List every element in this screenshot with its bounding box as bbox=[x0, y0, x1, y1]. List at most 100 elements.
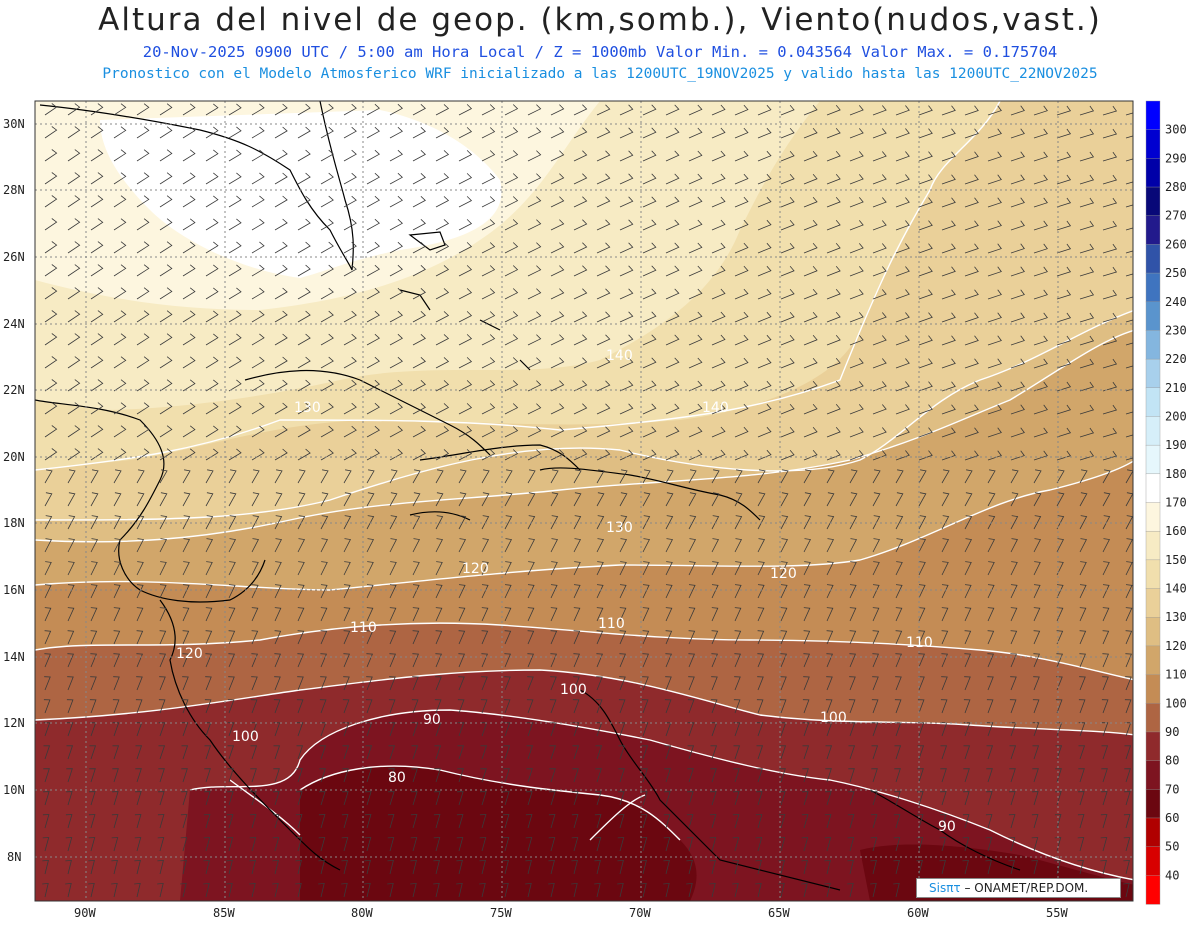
wind-barb bbox=[619, 357, 634, 369]
wind-barb bbox=[1031, 859, 1038, 875]
wind-barb bbox=[618, 768, 625, 783]
wind-barb bbox=[734, 196, 749, 208]
wind-barb bbox=[319, 791, 326, 806]
wind-barb bbox=[320, 538, 329, 553]
wind-barb bbox=[251, 561, 259, 576]
wind-barb bbox=[295, 837, 303, 852]
wind-barb bbox=[688, 334, 703, 346]
wind-barb bbox=[159, 103, 173, 116]
wind-barb bbox=[941, 404, 956, 415]
wind-barb bbox=[665, 311, 680, 323]
wind-barb bbox=[42, 859, 49, 875]
wind-barb bbox=[686, 859, 693, 875]
wind-barb bbox=[228, 402, 242, 415]
wind-barb bbox=[826, 561, 834, 576]
wind-barb bbox=[319, 768, 326, 783]
wind-barb bbox=[1010, 630, 1018, 645]
wind-barb bbox=[366, 333, 380, 346]
wind-barb bbox=[734, 469, 743, 484]
wind-barb bbox=[663, 859, 670, 875]
wind-barb bbox=[964, 538, 973, 553]
wind-barb bbox=[44, 538, 53, 553]
wind-barb bbox=[297, 287, 311, 300]
wind-barb bbox=[849, 105, 864, 116]
wind-barb bbox=[182, 402, 196, 415]
wind-barb bbox=[802, 768, 809, 783]
wind-barb bbox=[389, 195, 403, 208]
lat-label: 30N bbox=[3, 117, 25, 131]
wind-barb bbox=[872, 561, 880, 576]
wind-barb bbox=[872, 266, 887, 277]
wind-barb bbox=[894, 791, 901, 806]
wind-barb bbox=[364, 837, 372, 852]
credit-box: Sisπτ – ONAMET/REP.DOM. bbox=[916, 878, 1121, 898]
wind-barb bbox=[573, 426, 588, 438]
wind-barb bbox=[987, 492, 996, 507]
wind-barb bbox=[113, 333, 127, 346]
wind-barb bbox=[113, 264, 127, 277]
wind-barb bbox=[410, 814, 418, 829]
wind-barb bbox=[205, 103, 219, 116]
wind-barb bbox=[641, 791, 648, 806]
wind-barb bbox=[296, 791, 303, 806]
wind-barb bbox=[502, 882, 509, 898]
wind-barb bbox=[88, 837, 96, 852]
wind-barb bbox=[366, 287, 380, 300]
wind-barb bbox=[895, 220, 910, 231]
wind-barb bbox=[182, 333, 196, 346]
wind-barb bbox=[848, 699, 856, 714]
wind-barb bbox=[1079, 404, 1095, 415]
wind-barb bbox=[182, 653, 189, 668]
wind-barb bbox=[1056, 653, 1063, 668]
wind-barb bbox=[434, 699, 442, 714]
wind-barb bbox=[435, 311, 450, 323]
wind-barb bbox=[1079, 174, 1095, 185]
wind-barb bbox=[227, 768, 234, 783]
wind-barb bbox=[182, 195, 196, 208]
wind-barb bbox=[711, 288, 726, 300]
wind-barb bbox=[343, 218, 357, 231]
wind-barb bbox=[435, 104, 450, 116]
wind-barb bbox=[871, 745, 879, 760]
wind-barb bbox=[665, 127, 680, 139]
wind-barb bbox=[435, 357, 450, 369]
wind-barb bbox=[250, 745, 258, 760]
wind-barb bbox=[780, 197, 795, 208]
wind-barb bbox=[159, 149, 173, 162]
wind-barb bbox=[113, 630, 121, 645]
wind-barb bbox=[1056, 450, 1072, 461]
wind-barb bbox=[550, 426, 565, 438]
wind-barb bbox=[387, 814, 395, 829]
wind-barb bbox=[527, 242, 542, 254]
wind-barb bbox=[596, 173, 611, 185]
wind-barb bbox=[274, 448, 288, 461]
wind-barb bbox=[1033, 220, 1048, 231]
wind-barb bbox=[1033, 653, 1040, 668]
wind-barb bbox=[274, 264, 288, 277]
wind-barb bbox=[341, 882, 348, 898]
wind-barb bbox=[688, 469, 697, 484]
wind-barb bbox=[780, 174, 795, 185]
wind-barb bbox=[228, 653, 235, 668]
wind-barb bbox=[159, 379, 173, 392]
wind-barb bbox=[228, 676, 235, 691]
wind-barb bbox=[895, 469, 904, 484]
wind-barb bbox=[573, 242, 588, 254]
wind-barb bbox=[711, 219, 726, 231]
wind-barb bbox=[964, 312, 979, 323]
wind-barb bbox=[389, 515, 398, 530]
wind-barb bbox=[573, 561, 581, 576]
wind-barb bbox=[274, 630, 282, 645]
wind-barb bbox=[803, 357, 818, 369]
wind-barb bbox=[180, 837, 188, 852]
wind-barb bbox=[849, 492, 858, 507]
wind-barb bbox=[366, 402, 380, 415]
wind-barb bbox=[274, 126, 288, 139]
wind-barb bbox=[1033, 266, 1048, 277]
wind-barb bbox=[872, 607, 880, 622]
wind-barb bbox=[941, 381, 956, 392]
wind-barb bbox=[297, 630, 305, 645]
wind-barb bbox=[710, 768, 717, 783]
wind-barb bbox=[205, 561, 213, 576]
wind-barb bbox=[847, 882, 854, 898]
